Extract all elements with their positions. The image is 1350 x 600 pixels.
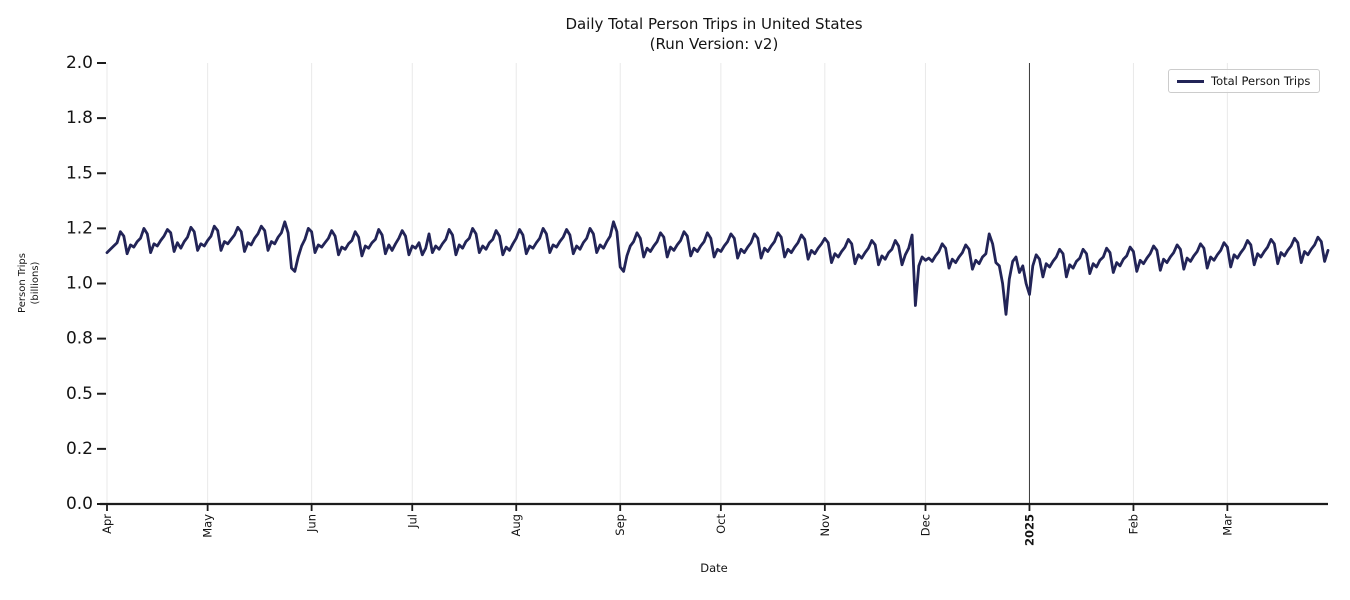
x-tick-label: Jun [305,514,319,533]
x-axis-label: Date [700,561,728,575]
chart-title-block: Daily Total Person Trips in United State… [100,14,1328,54]
y-tick-label: 1.0 [66,274,93,294]
chart-subtitle: (Run Version: v2) [649,35,779,53]
x-tick-label: Nov [818,514,832,537]
legend-line-swatch [1177,79,1204,83]
y-tick-label: 0.8 [66,329,93,349]
y-axis-label: Person Trips (billions) [17,223,47,343]
x-tick-label: Mar [1220,514,1234,536]
y-tick-label: 2.0 [66,53,93,73]
series-line [105,220,1330,316]
x-tick-label: 2025 [1022,514,1036,546]
y-tick-label: 0.5 [66,384,93,404]
x-tick-label: Jul [405,514,419,529]
y-tick-label: 0.2 [66,439,93,459]
x-tick-label: Feb [1126,514,1140,534]
x-tick-label: Aug [509,514,523,536]
x-tick-label: Apr [100,514,114,534]
y-tick-label: 1.5 [66,163,93,183]
x-tick-label: Sep [613,514,627,536]
x-tick-label: May [201,514,215,538]
x-tick-label: Dec [918,514,932,536]
y-axis-label-line2: (billions) [29,261,41,305]
y-axis-label-line1: Person Trips [17,253,28,313]
y-tick-label: 1.8 [66,108,93,128]
x-tick-label: Oct [714,514,728,534]
y-tick-label: 0.0 [66,494,93,514]
y-tick-label: 1.2 [66,218,93,238]
legend-label: Total Person Trips [1211,74,1311,88]
chart-title: Daily Total Person Trips in United State… [565,15,863,33]
legend: Total Person Trips [1168,69,1321,93]
